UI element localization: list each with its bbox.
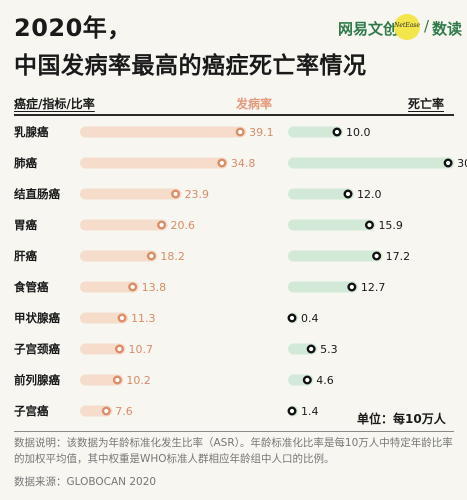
- mortality-dot: [302, 375, 312, 385]
- header-category: 癌症/指标/比率: [14, 97, 95, 111]
- category-label: 结直肠癌: [13, 187, 60, 201]
- mortality-dot: [332, 127, 342, 137]
- header-mortality: 死亡率: [408, 97, 445, 111]
- mortality-dot: [287, 406, 297, 416]
- brand-badge-text: NetEase: [394, 22, 420, 29]
- mortality-dot: [364, 220, 374, 230]
- incidence-bar: [80, 312, 129, 324]
- incidence-dot: [128, 282, 138, 292]
- mortality-value-label: 17.2: [386, 250, 411, 263]
- brand-separator: /: [424, 17, 430, 35]
- mortality-bar: [288, 219, 376, 231]
- mortality-bar: [288, 250, 383, 262]
- brand-badge-icon: NetEase: [394, 14, 420, 40]
- incidence-value-label: 13.8: [142, 281, 167, 294]
- brand-name: 网易文创: [338, 20, 399, 38]
- incidence-bar: [80, 250, 158, 262]
- incidence-dot: [146, 251, 156, 261]
- mortality-bar: [288, 188, 354, 200]
- incidence-value-label: 10.7: [128, 343, 153, 356]
- incidence-value-label: 18.2: [160, 250, 185, 263]
- incidence-value-label: 7.6: [115, 405, 133, 418]
- category-label: 肺癌: [14, 156, 37, 170]
- mortality-value-label: 30.2: [457, 157, 467, 170]
- category-label: 食管癌: [14, 280, 49, 294]
- mortality-dot: [372, 251, 382, 261]
- incidence-bar: [80, 281, 139, 293]
- mortality-value-label: 12.7: [361, 281, 386, 294]
- mortality-dot: [347, 282, 357, 292]
- incidence-bar: [80, 374, 124, 386]
- incidence-value-label: 10.2: [126, 374, 151, 387]
- category-label: 胃癌: [14, 218, 37, 232]
- category-label: 乳腺癌: [14, 125, 49, 139]
- incidence-bar: [80, 157, 228, 169]
- mortality-dot: [443, 158, 453, 168]
- mortality-value-label: 5.3: [320, 343, 338, 356]
- incidence-value-label: 34.8: [231, 157, 256, 170]
- incidence-value-label: 23.9: [185, 188, 210, 201]
- category-label: 前列腺癌: [14, 373, 60, 387]
- header-incidence: 发病率: [236, 97, 273, 111]
- mortality-value-label: 10.0: [346, 126, 371, 139]
- mortality-value-label: 4.6: [316, 374, 334, 387]
- incidence-bar: [80, 343, 126, 355]
- incidence-dot: [112, 375, 122, 385]
- category-label: 肝癌: [14, 249, 37, 263]
- header-divider: [14, 114, 454, 116]
- brand-logo: 网易文创 NetEase / 数读: [338, 14, 462, 40]
- incidence-dot: [171, 189, 181, 199]
- brand-sub: 数读: [432, 20, 463, 38]
- incidence-bar: [80, 219, 168, 231]
- incidence-dot: [235, 127, 245, 137]
- incidence-dot: [101, 406, 111, 416]
- mortality-bar: [288, 126, 343, 138]
- mortality-value-label: 1.4: [301, 405, 319, 418]
- incidence-bar: [80, 126, 247, 138]
- incidence-bar: [80, 188, 182, 200]
- category-label: 子宫癌: [14, 404, 49, 418]
- incidence-value-label: 20.6: [171, 219, 196, 232]
- mortality-value-label: 15.9: [378, 219, 403, 232]
- data-source: 数据来源：GLOBOCAN 2020: [14, 476, 157, 488]
- incidence-value-label: 39.1: [249, 126, 273, 139]
- incidence-dot: [157, 220, 167, 230]
- page-title-line2: 中国发病率最高的癌症死亡率情况: [14, 53, 367, 79]
- mortality-bar: [288, 157, 455, 169]
- mortality-bar: [288, 281, 358, 293]
- footer-divider: [14, 431, 454, 432]
- category-label: 子宫颈癌: [14, 342, 60, 356]
- incidence-value-label: 11.3: [131, 312, 156, 325]
- mortality-value-label: 0.4: [301, 312, 319, 325]
- page-title-line1: 2020年，: [14, 14, 132, 42]
- incidence-dot: [114, 344, 124, 354]
- mortality-dot: [343, 189, 353, 199]
- mortality-dot: [287, 313, 297, 323]
- unit-label: 单位：每10万人: [357, 412, 446, 426]
- data-note: 数据说明：该数据为年龄标准化发生比率（ASR）。年龄标准化比率是每10万人中特定…: [14, 437, 453, 465]
- incidence-dot: [217, 158, 227, 168]
- mortality-value-label: 12.0: [357, 188, 382, 201]
- category-label: 甲状腺癌: [14, 311, 60, 325]
- mortality-dot: [306, 344, 316, 354]
- incidence-dot: [117, 313, 127, 323]
